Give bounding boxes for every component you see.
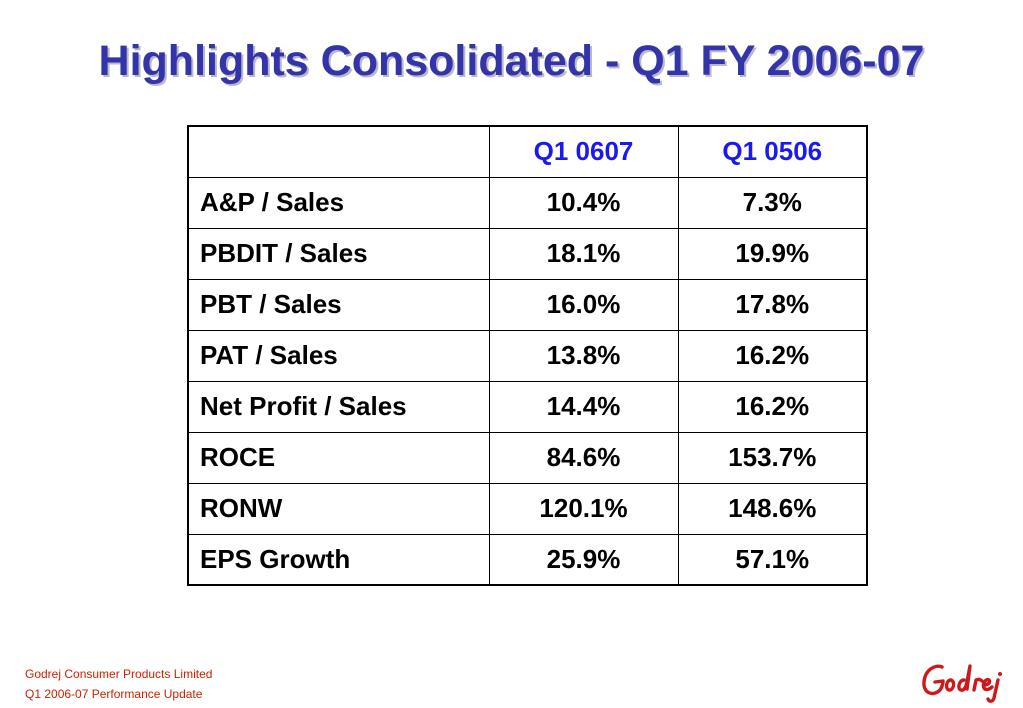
value-q1-0506: 153.7% xyxy=(677,431,868,484)
highlights-table: Q1 0607 Q1 0506 A&P / Sales 10.4% 7.3% P… xyxy=(187,125,868,586)
table-row: PBDIT / Sales 18.1% 19.9% xyxy=(187,227,868,280)
value-q1-0607: 16.0% xyxy=(488,278,679,331)
row-label: PAT / Sales xyxy=(187,329,490,382)
value-q1-0607: 13.8% xyxy=(488,329,679,382)
footer: Godrej Consumer Products Limited Q1 2006… xyxy=(25,664,212,704)
row-label: PBDIT / Sales xyxy=(187,227,490,280)
value-q1-0506: 57.1% xyxy=(677,533,868,586)
value-q1-0607: 25.9% xyxy=(488,533,679,586)
value-q1-0506: 19.9% xyxy=(677,227,868,280)
header-cell-q1-0506: Q1 0506 xyxy=(677,125,868,178)
table-header-row: Q1 0607 Q1 0506 xyxy=(187,125,868,178)
table-row: PBT / Sales 16.0% 17.8% xyxy=(187,278,868,331)
value-q1-0506: 7.3% xyxy=(677,176,868,229)
value-q1-0607: 120.1% xyxy=(488,482,679,535)
footer-company: Godrej Consumer Products Limited xyxy=(25,667,213,681)
row-label: EPS Growth xyxy=(187,533,490,586)
value-q1-0506: 148.6% xyxy=(677,482,868,535)
value-q1-0506: 16.2% xyxy=(677,380,868,433)
table-row: ROCE 84.6% 153.7% xyxy=(187,431,868,484)
row-label: RONW xyxy=(187,482,490,535)
value-q1-0607: 84.6% xyxy=(488,431,679,484)
table-row: Net Profit / Sales 14.4% 16.2% xyxy=(187,380,868,433)
row-label: ROCE xyxy=(187,431,490,484)
row-label: A&P / Sales xyxy=(187,176,490,229)
value-q1-0607: 14.4% xyxy=(488,380,679,433)
table-row: PAT / Sales 13.8% 16.2% xyxy=(187,329,868,382)
row-label: Net Profit / Sales xyxy=(187,380,490,433)
row-label: PBT / Sales xyxy=(187,278,490,331)
value-q1-0506: 16.2% xyxy=(677,329,868,382)
header-cell-blank xyxy=(187,125,490,178)
value-q1-0506: 17.8% xyxy=(677,278,868,331)
slide-title: Highlights Consolidated - Q1 FY 2006-07 xyxy=(98,37,925,85)
godrej-logo xyxy=(922,664,1002,703)
table-row: EPS Growth 25.9% 57.1% xyxy=(187,533,868,586)
header-cell-q1-0607: Q1 0607 xyxy=(488,125,679,178)
footer-report: Q1 2006-07 Performance Update xyxy=(25,687,203,701)
value-q1-0607: 18.1% xyxy=(488,227,679,280)
table-row: A&P / Sales 10.4% 7.3% xyxy=(187,176,868,229)
table-row: RONW 120.1% 148.6% xyxy=(187,482,868,535)
value-q1-0607: 10.4% xyxy=(488,176,679,229)
